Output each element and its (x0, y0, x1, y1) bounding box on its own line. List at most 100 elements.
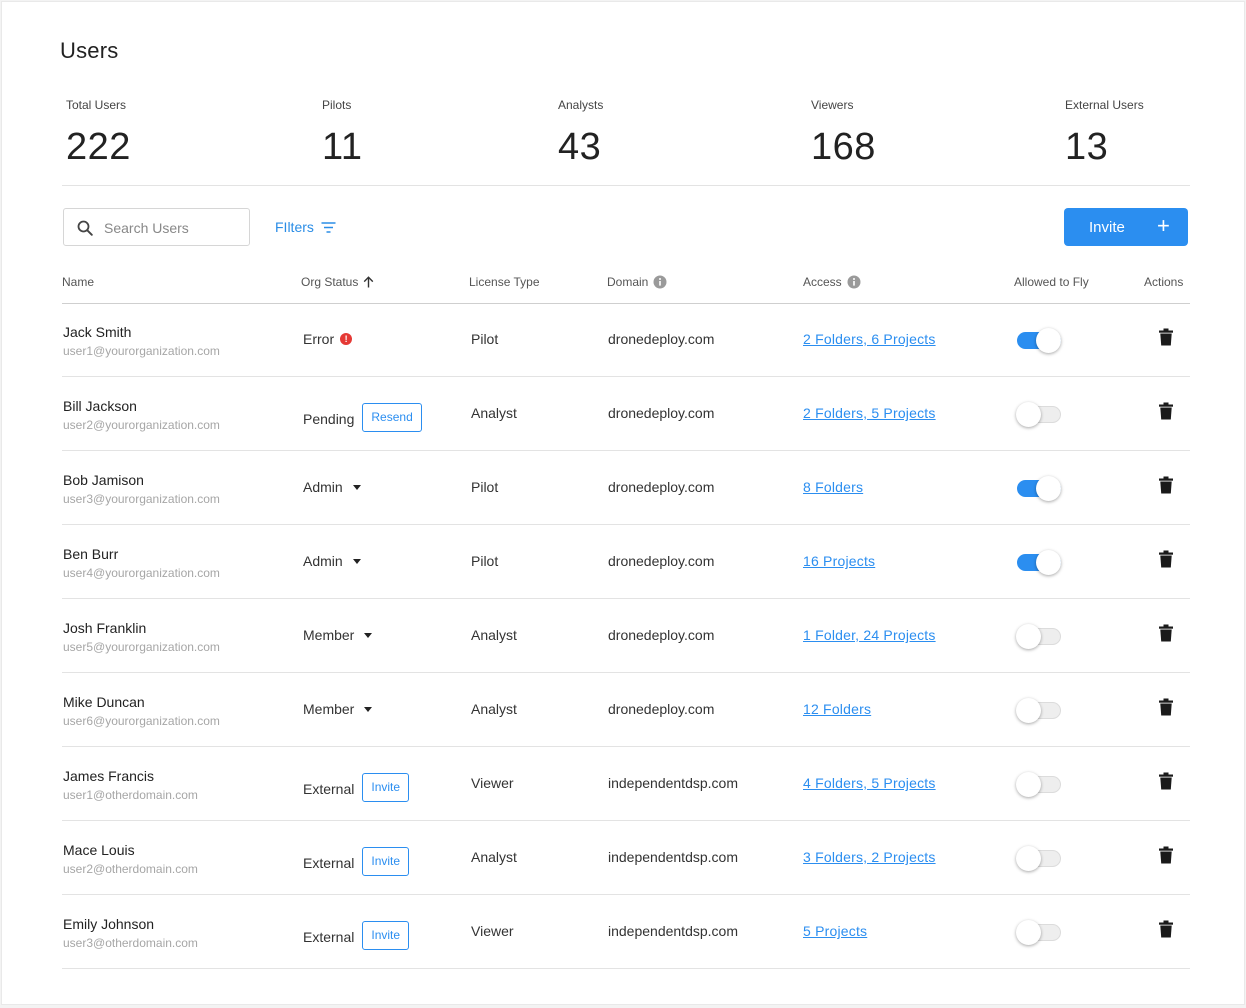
org-status-label: Pending (303, 410, 355, 427)
user-name: Jack Smith (63, 324, 132, 340)
trash-icon (1159, 920, 1173, 938)
invite-chip-button[interactable]: Invite (362, 773, 410, 802)
user-name: Josh Franklin (63, 620, 147, 636)
table-row: Bill Jackson user2@yourorganization.com Pe… (62, 377, 1190, 451)
user-domain: dronedeploy.com (608, 553, 715, 569)
column-header-name[interactable]: Name (62, 275, 95, 289)
allowed-to-fly-toggle[interactable] (1016, 846, 1061, 871)
chevron-down-icon[interactable] (352, 558, 361, 564)
user-email: user4@yourorganization.com (63, 566, 220, 580)
org-status-label: Member (303, 701, 355, 717)
delete-user-button[interactable] (1159, 550, 1173, 573)
search-box[interactable] (63, 208, 250, 246)
toggle-knob (1036, 550, 1061, 575)
column-header-domain[interactable]: Domain (607, 275, 667, 289)
user-email: user1@yourorganization.com (63, 344, 220, 358)
invite-chip-button[interactable]: Invite (362, 847, 410, 876)
delete-user-button[interactable] (1159, 624, 1173, 647)
delete-user-button[interactable] (1159, 402, 1173, 425)
org-status-label: Member (303, 627, 355, 643)
column-header-license-type[interactable]: License Type (469, 275, 540, 289)
allowed-to-fly-toggle[interactable] (1016, 920, 1061, 945)
allowed-to-fly-toggle[interactable] (1016, 772, 1061, 797)
access-link[interactable]: 8 Folders (803, 479, 864, 495)
org-status[interactable]: Member (303, 627, 373, 643)
allowed-to-fly-toggle[interactable] (1016, 698, 1061, 723)
access-link[interactable]: 4 Folders, 5 Projects (803, 775, 936, 791)
user-name: Bob Jamison (63, 472, 144, 488)
delete-user-button[interactable] (1159, 476, 1173, 499)
delete-user-button[interactable] (1159, 920, 1173, 943)
allowed-to-fly-toggle[interactable] (1017, 476, 1061, 501)
org-status[interactable]: Admin (303, 553, 361, 569)
user-name: Mace Louis (63, 842, 135, 858)
user-name: James Francis (63, 768, 155, 784)
access-link[interactable]: 3 Folders, 2 Projects (803, 849, 936, 865)
allowed-to-fly-toggle[interactable] (1017, 328, 1061, 353)
org-status[interactable]: Member (303, 701, 373, 717)
table-row: Josh Franklin user5@yourorganization.com M… (62, 599, 1190, 673)
toggle-knob (1036, 476, 1061, 501)
column-header-org-status[interactable]: Org Status (301, 275, 374, 289)
org-status: Pending Resend (303, 403, 422, 432)
filter-icon (321, 221, 336, 233)
toggle-knob (1016, 402, 1041, 427)
delete-user-button[interactable] (1159, 846, 1173, 869)
allowed-to-fly-toggle[interactable] (1017, 550, 1061, 575)
toggle-knob (1016, 624, 1041, 649)
license-type: Analyst (471, 701, 517, 717)
org-status: External Invite (303, 921, 410, 950)
toggle-knob (1016, 772, 1041, 797)
org-status: Error! (303, 331, 353, 347)
info-icon[interactable] (653, 275, 667, 289)
stat-viewers: Viewers 168 (811, 98, 876, 169)
trash-icon (1159, 328, 1173, 346)
delete-user-button[interactable] (1159, 328, 1173, 351)
trash-icon (1159, 402, 1173, 420)
sort-up-arrow-icon[interactable] (363, 276, 374, 288)
stat-label: Pilots (322, 98, 352, 112)
user-domain: dronedeploy.com (608, 479, 715, 495)
access-link[interactable]: 1 Folder, 24 Projects (803, 627, 936, 643)
invite-button-label: Invite (1089, 219, 1125, 236)
access-link[interactable]: 16 Projects (803, 553, 876, 569)
user-name: Ben Burr (63, 546, 119, 562)
filters-button[interactable]: FIlters (275, 219, 336, 235)
trash-icon (1159, 624, 1173, 642)
org-status: External Invite (303, 847, 410, 876)
chevron-down-icon[interactable] (364, 706, 373, 712)
delete-user-button[interactable] (1159, 772, 1173, 795)
delete-user-button[interactable] (1159, 698, 1173, 721)
allowed-to-fly-toggle[interactable] (1016, 624, 1061, 649)
stat-label: Total Users (66, 98, 127, 112)
invite-chip-button[interactable]: Invite (362, 921, 410, 950)
error-icon: ! (340, 333, 353, 345)
access-link[interactable]: 12 Folders (803, 701, 872, 717)
access-link[interactable]: 2 Folders, 6 Projects (803, 331, 936, 347)
access-link[interactable]: 2 Folders, 5 Projects (803, 405, 936, 421)
org-status[interactable]: Admin (303, 479, 361, 495)
allowed-to-fly-toggle[interactable] (1016, 402, 1061, 427)
table-row: Emily Johnson user3@otherdomain.com Extern… (62, 895, 1190, 969)
stat-label: External Users (1065, 98, 1144, 112)
user-domain: dronedeploy.com (608, 331, 715, 347)
org-status-label: External (303, 854, 355, 871)
table-row: Mike Duncan user6@yourorganization.com Mem… (62, 673, 1190, 747)
access-link[interactable]: 5 Projects (803, 923, 868, 939)
resend-chip-button[interactable]: Resend (362, 403, 422, 432)
stat-value: 43 (558, 126, 602, 168)
stat-label: Viewers (811, 98, 854, 112)
license-type: Analyst (471, 849, 517, 865)
toggle-knob (1016, 698, 1041, 723)
chevron-down-icon[interactable] (352, 484, 361, 490)
invite-button[interactable]: Invite + (1064, 208, 1188, 246)
column-header-allowed-to-fly[interactable]: Allowed to Fly (1014, 275, 1089, 289)
info-icon[interactable] (847, 275, 861, 289)
stats-bar: Total Users 222 Pilots 11 Analysts 43 Vi… (62, 98, 1190, 186)
column-header-access[interactable]: Access (803, 275, 861, 289)
user-domain: dronedeploy.com (608, 627, 715, 643)
user-name: Bill Jackson (63, 398, 137, 414)
stat-value: 11 (322, 126, 363, 168)
search-input[interactable] (104, 217, 244, 239)
chevron-down-icon[interactable] (364, 632, 373, 638)
